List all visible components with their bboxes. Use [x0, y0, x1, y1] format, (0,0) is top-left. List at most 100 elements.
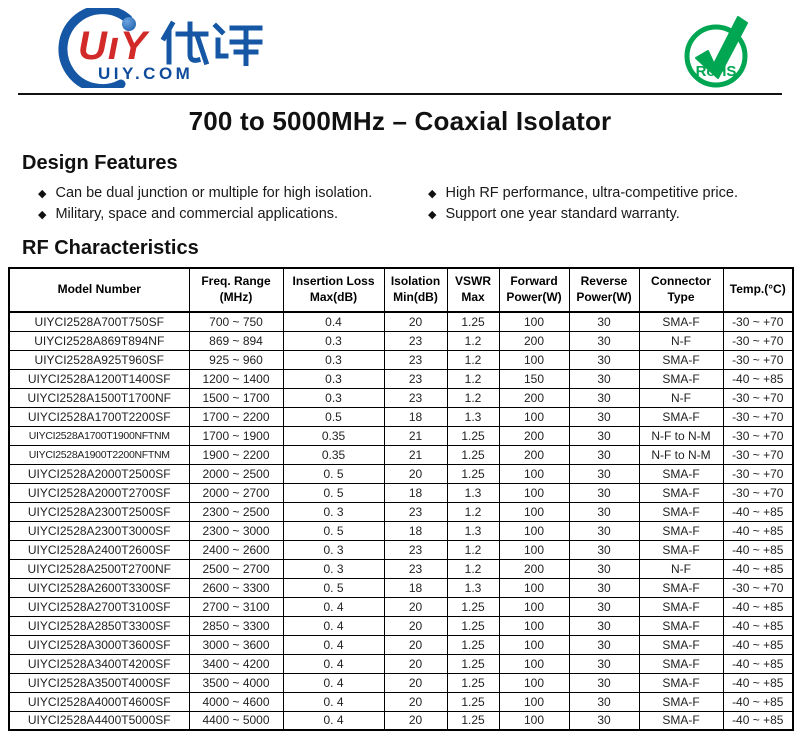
table-cell: 30	[568, 691, 640, 712]
table-cell: 200	[498, 387, 570, 408]
table-cell: 1.2	[446, 501, 500, 522]
table-cell: 0. 4	[282, 634, 385, 655]
table-cell: 1.25	[446, 710, 500, 731]
table-cell: 200	[498, 444, 570, 465]
rf-table-head: Model Number Freq. Range (MHz) Insertion Lo…	[8, 267, 794, 313]
table-cell: SMA-F	[638, 710, 724, 731]
table-cell: -30 ~ +70	[722, 406, 794, 427]
column-header: Model Number	[8, 267, 190, 313]
table-cell: 1.25	[446, 425, 500, 446]
table-cell: SMA-F	[638, 577, 724, 598]
uiy-logo: UıY UIY.COM	[28, 8, 278, 88]
table-cell: 100	[498, 482, 570, 503]
table-cell: 1.25	[446, 672, 500, 693]
table-cell: 100	[498, 463, 570, 484]
table-row: UIYCI2528A2300T3000SF 2300 ~ 3000 0. 5 18 1.…	[8, 520, 794, 541]
table-cell: 30	[568, 406, 640, 427]
table-cell: 0. 5	[282, 463, 385, 484]
header-divider	[18, 93, 782, 95]
table-cell: 2000 ~ 2500	[188, 463, 284, 484]
table-cell: 925 ~ 960	[188, 349, 284, 370]
table-cell: 0.35	[282, 425, 385, 446]
logo-swoosh-icon	[58, 8, 133, 88]
table-cell: -40 ~ +85	[722, 691, 794, 712]
table-cell: UIYCI2528A2600T3300SF	[8, 577, 190, 598]
table-row: UIYCI2528A2000T2500SF 2000 ~ 2500 0. 5 20 1.…	[8, 463, 794, 484]
table-cell: 20	[383, 596, 448, 617]
table-cell: -30 ~ +70	[722, 349, 794, 370]
table-cell: 30	[568, 444, 640, 465]
table-cell: 0. 3	[282, 539, 385, 560]
rohs-label: RoHS	[696, 63, 737, 80]
table-cell: 100	[498, 691, 570, 712]
table-cell: 100	[498, 615, 570, 636]
table-cell: 0. 3	[282, 558, 385, 579]
table-cell: 100	[498, 653, 570, 674]
column-header: Forward Power(W)	[498, 267, 570, 313]
table-cell: 1.25	[446, 444, 500, 465]
table-cell: 30	[568, 311, 640, 332]
table-cell: 100	[498, 672, 570, 693]
table-row: UIYCI2528A4400T5000SF 4400 ~ 5000 0. 4 20 1.…	[8, 710, 794, 731]
table-cell: 0. 5	[282, 520, 385, 541]
table-cell: 30	[568, 520, 640, 541]
table-cell: 869 ~ 894	[188, 330, 284, 351]
table-cell: 1900 ~ 2200	[188, 444, 284, 465]
table-row: UIYCI2528A869T894NF 869 ~ 894 0.3 23 1.2 200 3…	[8, 330, 794, 351]
table-cell: -40 ~ +85	[722, 501, 794, 522]
table-cell: 0. 4	[282, 691, 385, 712]
table-cell: 30	[568, 330, 640, 351]
table-row: UIYCI2528A2700T3100SF 2700 ~ 3100 0. 4 20 1.…	[8, 596, 794, 617]
table-cell: SMA-F	[638, 349, 724, 370]
table-cell: N-F	[638, 330, 724, 351]
table-cell: 100	[498, 406, 570, 427]
table-cell: UIYCI2528A3000T3600SF	[8, 634, 190, 655]
table-cell: UIYCI2528A2300T2500SF	[8, 501, 190, 522]
table-cell: 30	[568, 425, 640, 446]
table-row: UIYCI2528A925T960SF 925 ~ 960 0.3 23 1.2 100 3…	[8, 349, 794, 370]
table-row: UIYCI2528A4000T4600SF 4000 ~ 4600 0. 4 20 1.…	[8, 691, 794, 712]
table-cell: -30 ~ +70	[722, 482, 794, 503]
table-cell: 1.25	[446, 463, 500, 484]
table-cell: N-F	[638, 558, 724, 579]
table-cell: 30	[568, 615, 640, 636]
table-cell: 23	[383, 349, 448, 370]
column-header: Reverse Power(W)	[568, 267, 640, 313]
diamond-bullet-icon: ◆	[38, 188, 47, 200]
table-cell: SMA-F	[638, 615, 724, 636]
table-cell: 100	[498, 577, 570, 598]
table-cell: UIYCI2528A700T750SF	[8, 311, 190, 332]
table-row: UIYCI2528A1200T1400SF 1200 ~ 1400 0.3 23 1.2…	[8, 368, 794, 389]
column-header: Connector Type	[638, 267, 724, 313]
table-row: UIYCI2528A2500T2700NF 2500 ~ 2700 0. 3 23 1.…	[8, 558, 794, 579]
table-row: UIYCI2528A2600T3300SF 2600 ~ 3300 0. 5 18 1.…	[8, 577, 794, 598]
table-cell: 20	[383, 653, 448, 674]
feature-text: Support one year standard warranty.	[445, 206, 680, 222]
table-cell: SMA-F	[638, 634, 724, 655]
table-cell: 21	[383, 444, 448, 465]
table-row: UIYCI2528A1900T2200NFTNM 1900 ~ 2200 0.35 2…	[8, 444, 794, 465]
table-cell: 18	[383, 520, 448, 541]
rohs-badge: RoHS	[684, 16, 748, 88]
table-cell: 2700 ~ 3100	[188, 596, 284, 617]
table-cell: 100	[498, 634, 570, 655]
table-cell: 30	[568, 558, 640, 579]
table-cell: 1.25	[446, 653, 500, 674]
table-cell: SMA-F	[638, 539, 724, 560]
table-row: UIYCI2528A1700T2200SF 1700 ~ 2200 0.5 18 1.3…	[8, 406, 794, 427]
table-cell: 0. 4	[282, 596, 385, 617]
logo-brand-text: UıY	[78, 24, 148, 68]
table-cell: 23	[383, 539, 448, 560]
table-cell: 1.2	[446, 387, 500, 408]
column-header: VSWR Max	[446, 267, 500, 313]
table-cell: SMA-F	[638, 520, 724, 541]
table-cell: 2000 ~ 2700	[188, 482, 284, 503]
feature-item: ◆ Military, space and commercial applica…	[38, 206, 428, 222]
table-cell: SMA-F	[638, 463, 724, 484]
table-cell: 21	[383, 425, 448, 446]
table-cell: 30	[568, 349, 640, 370]
table-cell: -30 ~ +70	[722, 311, 794, 332]
column-header: Freq. Range (MHz)	[188, 267, 284, 313]
table-cell: SMA-F	[638, 672, 724, 693]
table-cell: 3000 ~ 3600	[188, 634, 284, 655]
